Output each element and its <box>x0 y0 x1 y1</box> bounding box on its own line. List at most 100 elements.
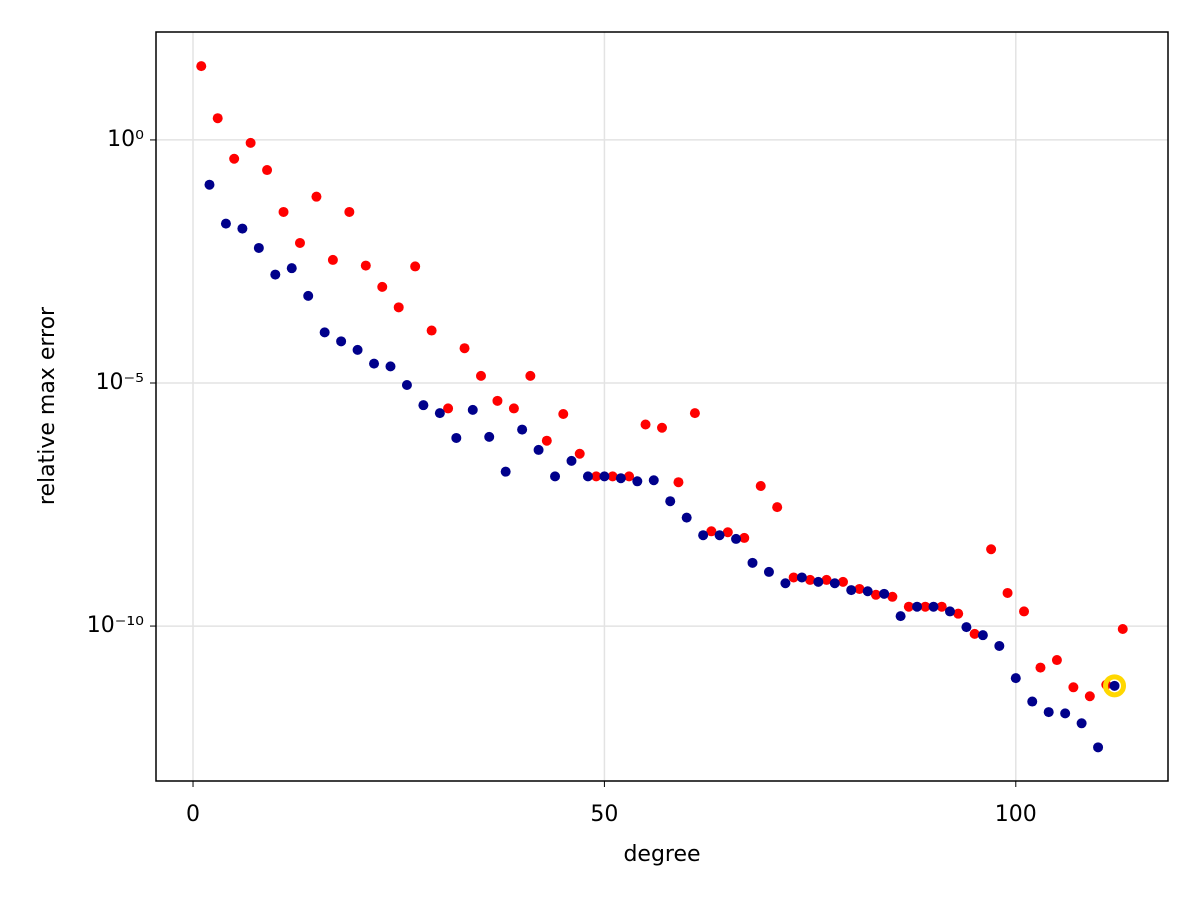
point <box>360 260 371 271</box>
point <box>1076 718 1087 729</box>
point <box>763 566 774 577</box>
point <box>262 165 273 176</box>
point <box>912 601 923 612</box>
point <box>689 408 700 419</box>
point <box>788 572 799 583</box>
x-tick-label: 50 <box>590 802 618 827</box>
point <box>533 444 544 455</box>
x-axis-label: degree <box>623 842 700 867</box>
point <box>484 431 495 442</box>
point <box>648 475 659 486</box>
point <box>1002 587 1013 598</box>
point <box>813 576 824 587</box>
y-tick-label: 10⁻¹⁰ <box>87 613 144 638</box>
point <box>1043 707 1054 718</box>
point <box>418 400 429 411</box>
y-tick-label: 10⁻⁵ <box>96 370 144 395</box>
point <box>319 327 330 338</box>
point <box>1035 662 1046 673</box>
x-tick-label: 100 <box>995 802 1037 827</box>
point <box>1084 691 1095 702</box>
point <box>385 361 396 372</box>
point <box>722 527 733 538</box>
point <box>607 471 618 482</box>
point <box>303 290 314 301</box>
point <box>517 424 528 435</box>
point <box>632 476 643 487</box>
point <box>459 343 470 354</box>
plot-frame <box>155 31 1169 782</box>
point <box>714 530 725 541</box>
point <box>977 630 988 641</box>
point <box>369 358 380 369</box>
point <box>278 206 289 217</box>
point <box>846 585 857 596</box>
point <box>401 379 412 390</box>
point <box>821 574 832 585</box>
point <box>1051 655 1062 666</box>
point <box>928 601 939 612</box>
highlight-ring <box>1103 674 1127 698</box>
point <box>434 408 445 419</box>
point <box>1068 682 1079 693</box>
point <box>541 435 552 446</box>
point <box>229 153 240 164</box>
point <box>286 263 297 274</box>
point <box>796 572 807 583</box>
point <box>681 512 692 523</box>
point <box>327 254 338 265</box>
point <box>805 574 816 585</box>
y-tick-label: 10⁰ <box>107 127 144 152</box>
point <box>574 448 585 459</box>
point <box>755 481 766 492</box>
point <box>467 404 478 415</box>
x-tick-label: 0 <box>186 802 200 827</box>
point <box>525 370 536 381</box>
point <box>673 477 684 488</box>
point <box>591 471 602 482</box>
point <box>475 370 486 381</box>
point <box>582 471 593 482</box>
point <box>969 628 980 639</box>
point <box>393 302 404 313</box>
point <box>772 502 783 513</box>
point <box>698 530 709 541</box>
point <box>862 586 873 597</box>
point <box>1117 624 1128 635</box>
point <box>920 601 931 612</box>
point <box>838 576 849 587</box>
point <box>1109 680 1120 691</box>
point <box>212 113 223 124</box>
point <box>936 601 947 612</box>
point <box>665 496 676 507</box>
point <box>336 336 347 347</box>
point <box>270 269 281 280</box>
point <box>887 591 898 602</box>
point <box>994 640 1005 651</box>
point <box>903 601 914 612</box>
point <box>352 344 363 355</box>
point <box>196 61 207 72</box>
point <box>640 419 651 430</box>
point <box>854 583 865 594</box>
point <box>311 191 322 202</box>
point <box>245 137 256 148</box>
point <box>1019 606 1030 617</box>
point <box>443 403 454 414</box>
point <box>204 179 215 190</box>
point <box>220 218 231 229</box>
point <box>426 325 437 336</box>
point <box>731 533 742 544</box>
point <box>706 526 717 537</box>
point <box>739 532 750 543</box>
point <box>953 608 964 619</box>
point <box>1010 673 1021 684</box>
point <box>879 588 890 599</box>
point <box>657 422 667 433</box>
point <box>451 432 462 443</box>
point <box>944 606 955 617</box>
point <box>1093 742 1104 753</box>
point <box>829 578 840 589</box>
point <box>1060 708 1071 719</box>
